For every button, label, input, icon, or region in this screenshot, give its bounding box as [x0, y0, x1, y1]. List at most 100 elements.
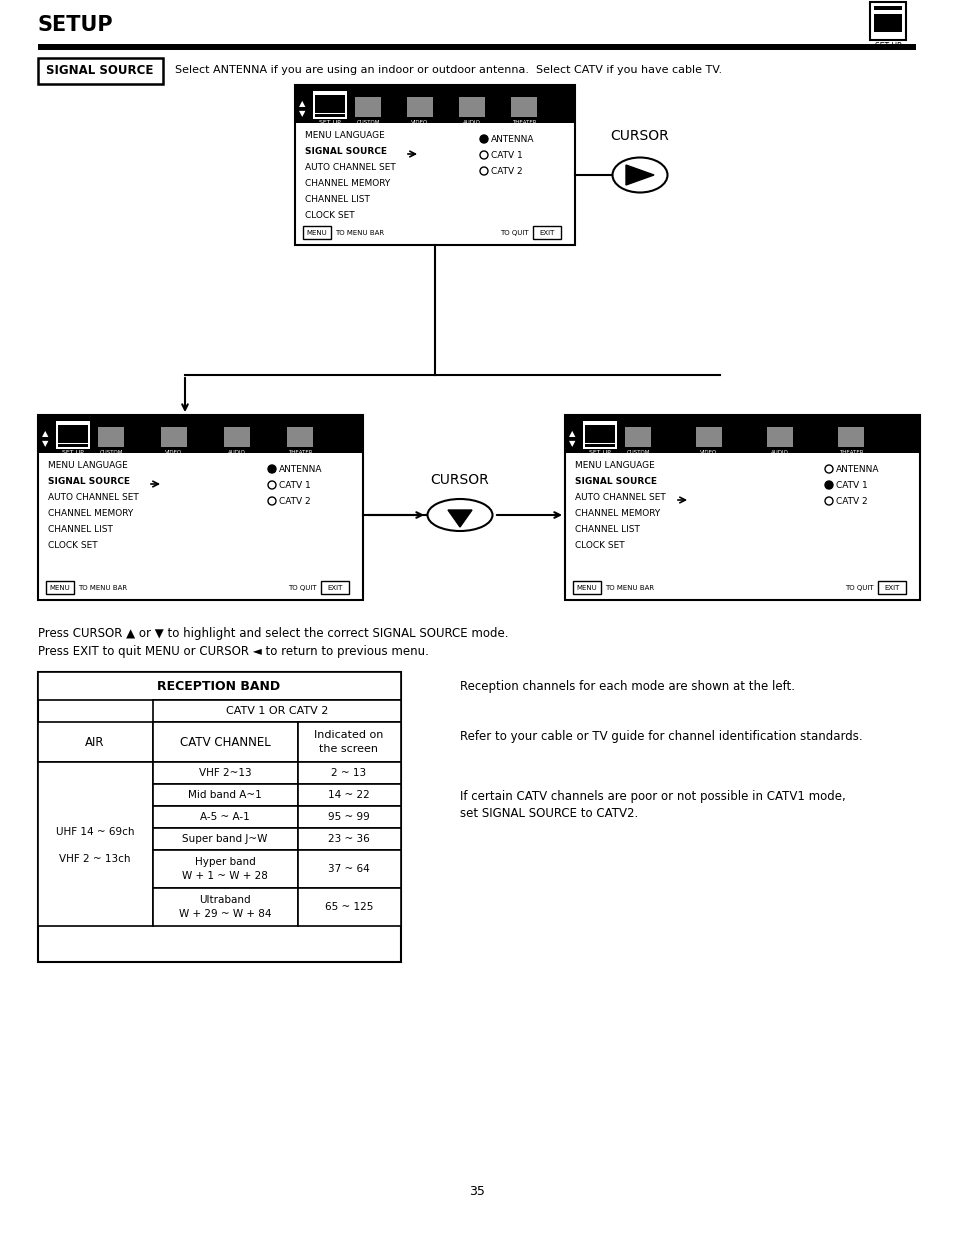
Text: AUTO CHANNEL SET: AUTO CHANNEL SET — [305, 163, 395, 172]
Text: SIGNAL SOURCE: SIGNAL SOURCE — [575, 477, 657, 487]
Text: 95 ~ 99: 95 ~ 99 — [328, 811, 370, 823]
Text: EXIT: EXIT — [538, 230, 554, 236]
Text: MENU LANGUAGE: MENU LANGUAGE — [575, 461, 654, 471]
Text: TO QUIT: TO QUIT — [844, 585, 873, 592]
Text: AUDIO: AUDIO — [228, 450, 246, 454]
Bar — [564, 415, 919, 453]
Text: CATV 1: CATV 1 — [491, 151, 522, 161]
Text: CATV 2: CATV 2 — [278, 496, 311, 506]
Bar — [297, 762, 400, 784]
Bar — [314, 114, 345, 117]
Text: SIGNAL SOURCE: SIGNAL SOURCE — [48, 477, 130, 487]
Text: ▲: ▲ — [42, 429, 49, 438]
Text: CURSOR: CURSOR — [610, 128, 669, 143]
Text: ▼: ▼ — [42, 438, 49, 448]
Bar — [152, 850, 297, 888]
Text: VIDEO: VIDEO — [700, 450, 717, 454]
Text: TO QUIT: TO QUIT — [499, 230, 528, 236]
Text: MENU: MENU — [50, 585, 71, 592]
Text: CATV 1: CATV 1 — [278, 480, 311, 490]
Text: SIGNAL SOURCE: SIGNAL SOURCE — [47, 63, 153, 77]
Text: ▼: ▼ — [298, 109, 305, 119]
Text: ▲: ▲ — [568, 429, 575, 438]
Bar — [152, 700, 400, 722]
Bar — [294, 85, 575, 124]
Text: CLOCK SET: CLOCK SET — [575, 541, 624, 550]
Text: CATV 1: CATV 1 — [835, 480, 867, 490]
Bar — [873, 14, 901, 32]
Text: CHANNEL LIST: CHANNEL LIST — [575, 525, 639, 534]
Text: 2 ~ 13: 2 ~ 13 — [331, 768, 366, 778]
Text: THEATER: THEATER — [838, 450, 862, 454]
Bar — [458, 98, 484, 117]
Bar — [98, 427, 124, 447]
Text: CUSTOM: CUSTOM — [355, 120, 379, 125]
Text: AUDIO: AUDIO — [770, 450, 788, 454]
Bar — [297, 784, 400, 806]
Text: 37 ~ 64: 37 ~ 64 — [328, 864, 370, 874]
Bar — [152, 806, 297, 827]
Bar — [564, 415, 919, 600]
Text: VHF 2 ~ 13ch: VHF 2 ~ 13ch — [59, 853, 131, 864]
Bar — [152, 827, 297, 850]
Circle shape — [824, 480, 832, 489]
Bar — [38, 762, 152, 926]
Bar — [287, 427, 313, 447]
Bar — [38, 672, 400, 962]
Text: CURSOR: CURSOR — [430, 473, 489, 487]
Bar — [38, 44, 915, 49]
Text: If certain CATV channels are poor or not possible in CATV1 mode,
set SIGNAL SOUR: If certain CATV channels are poor or not… — [459, 790, 845, 820]
Text: CATV CHANNEL: CATV CHANNEL — [179, 736, 270, 748]
Text: Indicated on
the screen: Indicated on the screen — [314, 730, 383, 753]
Text: UHF 14 ~ 69ch: UHF 14 ~ 69ch — [55, 827, 134, 837]
Bar — [152, 762, 297, 784]
Text: 14 ~ 22: 14 ~ 22 — [328, 790, 370, 800]
Text: Select ANTENNA if you are using an indoor or outdoor antenna.  Select CATV if yo: Select ANTENNA if you are using an indoo… — [174, 65, 721, 75]
Bar — [624, 427, 650, 447]
Bar — [869, 2, 905, 40]
Text: 23 ~ 36: 23 ~ 36 — [328, 834, 370, 844]
Bar — [46, 580, 74, 594]
Text: THEATER: THEATER — [511, 120, 536, 125]
Text: CHANNEL LIST: CHANNEL LIST — [48, 525, 112, 534]
Text: CHANNEL MEMORY: CHANNEL MEMORY — [575, 509, 659, 517]
Text: RECEPTION BAND: RECEPTION BAND — [157, 679, 280, 693]
Text: EXIT: EXIT — [327, 585, 342, 592]
Text: CHANNEL MEMORY: CHANNEL MEMORY — [305, 179, 390, 188]
Text: ▼: ▼ — [568, 438, 575, 448]
Text: Press EXIT to quit MENU or CURSOR ◄ to return to previous menu.: Press EXIT to quit MENU or CURSOR ◄ to r… — [38, 645, 429, 658]
Bar — [38, 58, 163, 84]
Text: VHF 2~13: VHF 2~13 — [198, 768, 251, 778]
Bar — [38, 672, 400, 700]
Text: CATV 2: CATV 2 — [491, 167, 522, 177]
Text: TO MENU BAR: TO MENU BAR — [335, 230, 384, 236]
Text: Reception channels for each mode are shown at the left.: Reception channels for each mode are sho… — [459, 680, 794, 693]
Bar — [58, 445, 88, 447]
Text: TO MENU BAR: TO MENU BAR — [78, 585, 127, 592]
Text: AUTO CHANNEL SET: AUTO CHANNEL SET — [575, 493, 665, 501]
Bar — [407, 98, 433, 117]
Bar — [297, 888, 400, 926]
Text: CHANNEL LIST: CHANNEL LIST — [305, 195, 370, 204]
Text: Hyper band
W + 1 ~ W + 28: Hyper band W + 1 ~ W + 28 — [182, 857, 268, 881]
Text: ANTENNA: ANTENNA — [835, 466, 879, 474]
Bar — [511, 98, 537, 117]
Text: TO MENU BAR: TO MENU BAR — [604, 585, 654, 592]
Bar — [314, 95, 345, 112]
Text: MENU: MENU — [306, 230, 327, 236]
Bar — [38, 415, 363, 453]
Bar — [152, 784, 297, 806]
Bar — [224, 427, 250, 447]
Text: VIDEO: VIDEO — [165, 450, 182, 454]
Bar — [871, 12, 903, 38]
Bar — [837, 427, 863, 447]
Text: CATV 2: CATV 2 — [835, 496, 866, 506]
Bar — [297, 806, 400, 827]
Text: CLOCK SET: CLOCK SET — [305, 211, 355, 220]
Polygon shape — [625, 165, 654, 185]
Bar — [294, 85, 575, 245]
Bar — [584, 445, 615, 447]
Bar — [38, 415, 363, 600]
Text: CUSTOM: CUSTOM — [99, 450, 123, 454]
Text: SET UP: SET UP — [319, 120, 340, 125]
